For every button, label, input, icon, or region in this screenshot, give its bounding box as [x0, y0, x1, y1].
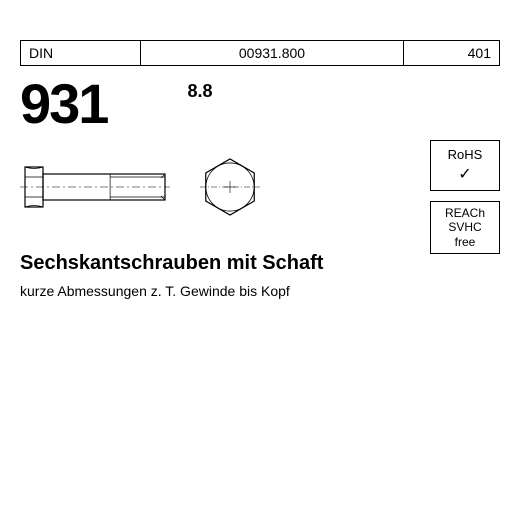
- reach-line3: free: [455, 235, 476, 249]
- product-title: Sechskantschrauben mit Schaft: [20, 252, 500, 275]
- reach-line1: REACh: [445, 206, 485, 220]
- product-subtitle: kurze Abmessungen z. T. Gewinde bis Kopf: [20, 283, 500, 299]
- bolt-side-view: [20, 152, 170, 222]
- check-icon: ✓: [435, 165, 495, 184]
- reach-badge: REACh SVHC free: [430, 201, 500, 254]
- standard-number: 931: [20, 76, 107, 132]
- header-table: DIN 00931.800 401: [20, 40, 500, 66]
- reach-line2: SVHC: [448, 220, 481, 234]
- bolt-hex-view: [200, 157, 260, 217]
- compliance-badges: RoHS ✓ REACh SVHC free: [430, 140, 500, 254]
- rohs-label: RoHS: [448, 147, 483, 162]
- header-col-code: 00931.800: [140, 41, 403, 66]
- strength-class: 8.8: [187, 81, 212, 102]
- rohs-badge: RoHS ✓: [430, 140, 500, 191]
- header-col-id: 401: [404, 41, 500, 66]
- diagram-row: [20, 152, 500, 222]
- header-col-standard: DIN: [21, 41, 141, 66]
- main-row: 931 8.8: [20, 76, 500, 132]
